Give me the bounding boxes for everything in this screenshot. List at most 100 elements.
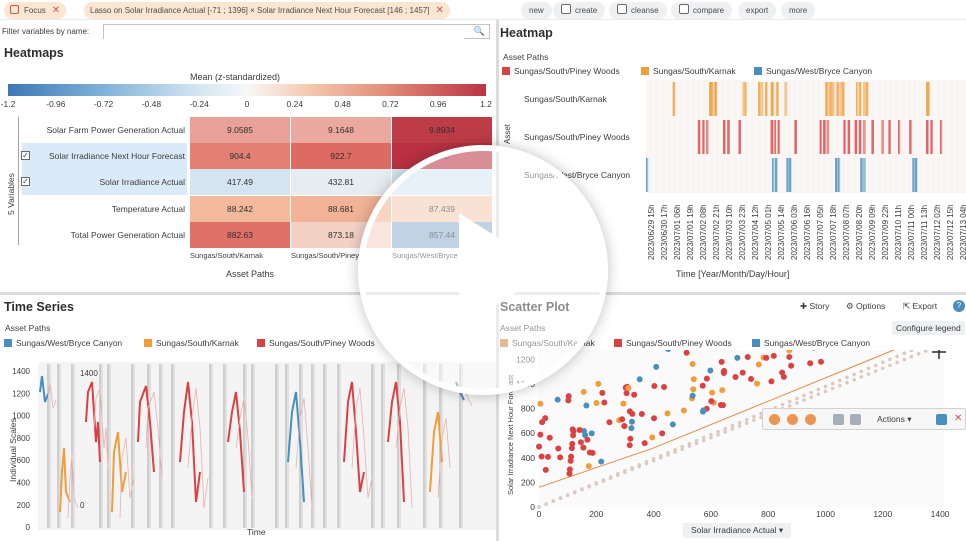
row-checkbox[interactable]: ✓: [21, 177, 30, 187]
scatter-point: [659, 430, 666, 437]
legend-item[interactable]: Sungas/West/Bryce Canyon: [754, 66, 872, 76]
create-button[interactable]: create: [553, 2, 606, 19]
heatmap-cell[interactable]: 417.49: [190, 169, 290, 196]
focus-chip[interactable]: Focus ✕: [4, 2, 67, 19]
scatter-point: [717, 401, 724, 408]
y-tick-label: 1000: [12, 412, 30, 421]
event-mark: [744, 82, 747, 116]
export-button[interactable]: export: [738, 2, 777, 19]
heatmap-row-label[interactable]: Temperature Actual: [111, 203, 185, 214]
reset-zoom-icon[interactable]: [805, 414, 816, 425]
export-chart-button[interactable]: ⇱ Export: [903, 301, 938, 311]
scatter-point: [866, 372, 871, 376]
time-tick-label: 2023/07/08 07h: [842, 204, 851, 260]
heatmap-row-label[interactable]: Solar Farm Power Generation Actual: [46, 125, 185, 135]
heatmap-row-label[interactable]: Solar Irradiance Actual: [22, 169, 187, 196]
scatter-chart[interactable]: 0 200 400 600 800 1000 1200 1400120010008006004…: [499, 350, 966, 525]
event-mark: [770, 120, 774, 154]
heatmap-cell[interactable]: 882.63: [190, 221, 290, 248]
scatter-point: [680, 407, 687, 414]
scatter-point: [627, 435, 634, 442]
event-mark: [837, 158, 841, 192]
y-tick-label: 400: [521, 453, 535, 463]
search-icon[interactable]: 🔍: [473, 26, 485, 36]
scatter-point: [565, 493, 570, 498]
event-mark: [697, 120, 701, 154]
scatter-point: [669, 421, 676, 428]
heatmap-cell[interactable]: 432.81: [291, 169, 391, 196]
scatter-point: [734, 354, 741, 361]
scatter-point: [621, 423, 628, 430]
scatter-point: [888, 357, 892, 362]
event-heatmap-chart[interactable]: Sungas/South/Karnak Sungas/South/Piney Wo…: [500, 80, 966, 290]
heatmap-cell[interactable]: 9.0585: [190, 117, 290, 143]
story-button[interactable]: ✚ Story: [800, 301, 830, 311]
scatter-point: [732, 374, 739, 381]
legend-item[interactable]: Sungas/South/Piney Woods: [502, 66, 620, 76]
zoom-out-icon[interactable]: [787, 414, 798, 425]
scatter-point: [689, 392, 696, 399]
select-icon[interactable]: [833, 414, 844, 425]
scatter-point: [587, 484, 591, 489]
scatter-point: [701, 435, 706, 440]
compare-button[interactable]: compare: [671, 2, 733, 19]
scatter-point: [845, 380, 849, 385]
event-mark: [646, 158, 649, 192]
configure-legend-button[interactable]: Configure legend: [892, 321, 965, 335]
cleanse-button[interactable]: cleanse: [609, 2, 667, 19]
legend-item[interactable]: Sungas/South/Karnak: [641, 66, 736, 76]
scatter-point: [580, 487, 584, 492]
scatter-point: [703, 375, 710, 382]
event-mark: [702, 120, 705, 154]
event-mark: [788, 158, 792, 192]
heatmap-cell[interactable]: 9.1648: [291, 117, 391, 143]
legend-swatch: [257, 339, 265, 347]
scatter-point: [689, 360, 696, 367]
help-icon[interactable]: ?: [953, 300, 965, 312]
heatmap-row-label[interactable]: Total Power Generation Actual: [70, 229, 185, 240]
plus-icon: ✚: [800, 301, 808, 311]
x-axis-selector[interactable]: Solar Irradiance Actual ▾: [683, 523, 792, 538]
heatmap-cell[interactable]: 9.8934: [392, 117, 492, 143]
more-button[interactable]: more: [781, 2, 816, 19]
focus-icon: [10, 5, 19, 14]
heatmap-cell[interactable]: 904.4: [190, 143, 290, 170]
filter-field[interactable]: 🔍: [103, 24, 490, 42]
zoom-in-icon[interactable]: [769, 414, 780, 425]
scatter-point: [723, 430, 728, 434]
scatter-point: [895, 360, 899, 365]
scatter-point: [690, 386, 697, 393]
scatter-point: [888, 363, 892, 368]
legend-item[interactable]: Sungas/South/Karnak: [144, 338, 239, 348]
close-icon[interactable]: ✕: [51, 5, 61, 16]
close-icon[interactable]: ✕: [954, 413, 963, 424]
scatter-point: [909, 350, 914, 353]
scatter-point: [708, 398, 715, 405]
legend-item[interactable]: Sungas/South/Piney Woods: [614, 338, 732, 348]
actions-menu[interactable]: Actions ▾: [877, 414, 912, 424]
scatter-point: [802, 393, 806, 398]
filter-input[interactable]: [104, 29, 464, 42]
row-checkbox[interactable]: ✓: [21, 151, 30, 161]
heatmap-cell[interactable]: 88.242: [190, 195, 290, 222]
focus-label: Focus: [24, 6, 46, 15]
timeseries-chart[interactable]: 1400 1200 1000 800 600 400 200 0 1400 0 Individual…: [0, 352, 496, 541]
heatmap-cell[interactable]: 922.7: [291, 143, 391, 170]
time-tick-label: 2023/07/09 09h: [868, 204, 877, 260]
forecast-line: [295, 397, 313, 509]
play-button[interactable]: [358, 145, 608, 395]
help-icon[interactable]: [936, 414, 947, 425]
legend-item[interactable]: Sungas/West/Bryce Canyon: [4, 338, 122, 348]
options-button[interactable]: ⚙ Options: [846, 301, 886, 311]
scatter-point: [625, 384, 632, 391]
new-button[interactable]: new: [521, 2, 552, 19]
scatter-point: [709, 435, 713, 440]
lasso-icon[interactable]: [850, 414, 861, 425]
legend-item[interactable]: Sungas/South/Piney Woods: [257, 338, 375, 348]
heatmap-row-label[interactable]: Solar Irradiance Next Hour Forecast: [22, 143, 187, 170]
selection-chip[interactable]: Lasso on Solar Irradiance Actual [-71 ; …: [84, 2, 450, 19]
legend-item[interactable]: Sungas/West/Bryce Canyon: [752, 338, 870, 348]
close-icon[interactable]: ✕: [435, 5, 444, 16]
time-tick-label: 2023/07/09 22h: [881, 204, 890, 260]
x-tick-label: 200: [589, 509, 603, 519]
